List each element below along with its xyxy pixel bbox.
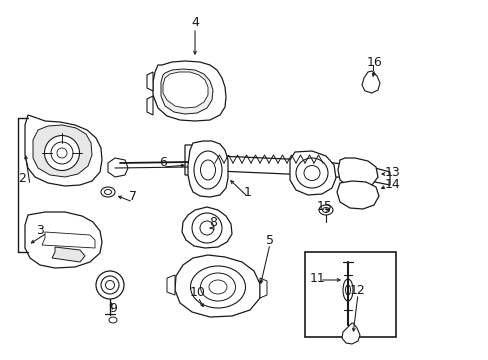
Polygon shape: [337, 158, 377, 188]
Text: 3: 3: [36, 224, 44, 237]
Text: 6: 6: [159, 156, 166, 168]
Ellipse shape: [57, 148, 67, 158]
Ellipse shape: [345, 285, 350, 295]
Ellipse shape: [304, 166, 319, 180]
Polygon shape: [187, 141, 227, 197]
Ellipse shape: [44, 135, 80, 171]
Ellipse shape: [322, 207, 329, 212]
Ellipse shape: [200, 273, 235, 301]
Polygon shape: [147, 96, 153, 115]
Polygon shape: [108, 158, 128, 177]
Polygon shape: [163, 72, 207, 108]
Polygon shape: [153, 61, 225, 121]
Polygon shape: [25, 212, 102, 268]
Ellipse shape: [109, 317, 117, 323]
Text: 12: 12: [349, 284, 365, 297]
Polygon shape: [260, 278, 266, 298]
Ellipse shape: [208, 280, 226, 294]
Ellipse shape: [342, 279, 352, 301]
Polygon shape: [33, 125, 92, 177]
Text: 8: 8: [208, 216, 217, 230]
Text: 16: 16: [366, 57, 382, 69]
Text: 14: 14: [385, 179, 400, 192]
Text: 11: 11: [309, 271, 325, 284]
Ellipse shape: [105, 280, 114, 289]
Text: 10: 10: [190, 287, 205, 300]
Ellipse shape: [200, 221, 214, 235]
Polygon shape: [184, 145, 389, 185]
Ellipse shape: [101, 276, 119, 294]
Polygon shape: [147, 72, 153, 91]
Polygon shape: [161, 69, 213, 114]
Bar: [305, 252, 395, 337]
Polygon shape: [361, 71, 379, 93]
Ellipse shape: [200, 160, 215, 180]
Text: 7: 7: [129, 190, 137, 203]
Text: 1: 1: [244, 185, 251, 198]
Text: 4: 4: [191, 15, 199, 28]
Text: 2: 2: [18, 171, 26, 184]
Polygon shape: [167, 275, 175, 295]
Text: 5: 5: [265, 234, 273, 247]
Polygon shape: [289, 151, 335, 195]
Text: 9: 9: [109, 302, 117, 315]
Ellipse shape: [190, 266, 245, 308]
Polygon shape: [341, 323, 359, 344]
Polygon shape: [52, 247, 85, 262]
Polygon shape: [336, 181, 378, 209]
Polygon shape: [25, 115, 102, 186]
Text: 15: 15: [316, 199, 332, 212]
Ellipse shape: [104, 189, 111, 194]
Ellipse shape: [101, 187, 115, 197]
Ellipse shape: [96, 271, 124, 299]
Polygon shape: [182, 207, 231, 248]
Polygon shape: [175, 255, 260, 317]
Ellipse shape: [192, 213, 222, 243]
Ellipse shape: [318, 205, 332, 215]
Ellipse shape: [295, 158, 327, 188]
Ellipse shape: [194, 151, 222, 189]
Ellipse shape: [51, 142, 73, 164]
Polygon shape: [42, 232, 95, 248]
Text: 13: 13: [385, 166, 400, 179]
